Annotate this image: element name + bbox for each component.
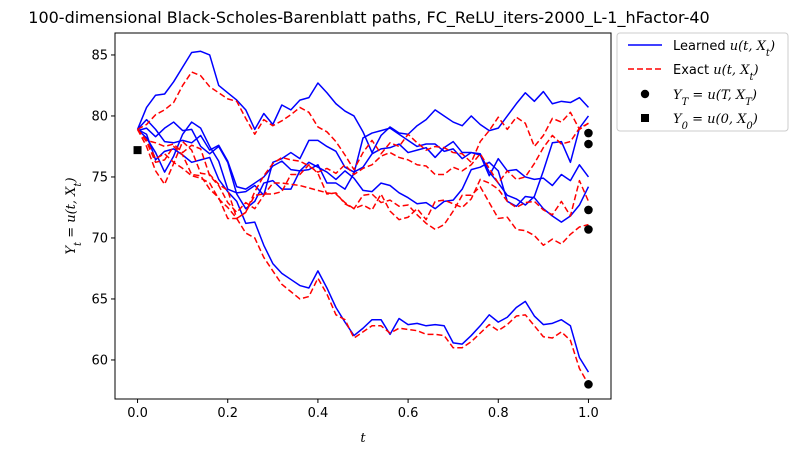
plot-background	[115, 33, 611, 399]
point-markers	[133, 128, 593, 389]
learned-path-1	[136, 50, 590, 154]
legend-initial-marker	[641, 114, 649, 122]
y-axis-label: Yt = u(t, Xt)	[64, 177, 84, 254]
y-axis: 60 65 70 75 80 85	[91, 48, 115, 368]
y-tick-label: 65	[91, 292, 108, 307]
x-axis-label: t	[360, 431, 366, 446]
legend-terminal-label: YT = u(T, XT)	[673, 88, 757, 108]
initial-point	[133, 146, 142, 155]
terminal-point-2	[584, 139, 593, 149]
series-lines	[136, 50, 590, 385]
y-tick-label: 85	[91, 48, 108, 63]
terminal-point-5	[584, 380, 593, 389]
x-tick-label: 1.0	[578, 406, 599, 421]
x-tick-label: 0.4	[308, 406, 329, 421]
learned-path-2	[136, 118, 590, 190]
legend-exact-label: Exact u(t, Xt)	[673, 63, 759, 83]
legend-initial-label: Y0 = u(0, X0)	[673, 112, 758, 132]
exact-path-3	[136, 128, 589, 247]
y-tick-label: 80	[91, 109, 108, 124]
x-tick-label: 0.8	[488, 406, 509, 421]
legend-learned-label: Learned u(t, Xt)	[673, 39, 775, 59]
legend: Learned u(t, Xt) Exact u(t, Xt) YT = u(T…	[616, 32, 789, 132]
terminal-point-4	[584, 225, 593, 234]
plot-area	[114, 32, 612, 400]
y-tick-label: 70	[91, 231, 108, 246]
x-axis: 0.0 0.2 0.4 0.6 0.8 1.0	[127, 399, 599, 421]
exact-path-1	[137, 71, 589, 171]
x-tick-label: 0.2	[217, 406, 238, 421]
exact-path-2	[136, 128, 590, 221]
learned-path-4	[137, 115, 590, 206]
exact-path-4	[136, 122, 589, 220]
x-tick-label: 0.6	[398, 406, 419, 421]
learned-path-5	[137, 128, 590, 373]
legend-terminal-marker	[640, 89, 650, 99]
terminal-point-1	[584, 128, 593, 138]
plot-frame	[114, 32, 612, 400]
legend-box	[616, 32, 789, 132]
y-tick-label: 60	[91, 353, 108, 368]
x-tick-label: 0.0	[127, 406, 148, 421]
exact-path-5	[136, 128, 590, 385]
chart-title: 100-dimensional Black-Scholes-Barenblatt…	[28, 8, 709, 28]
terminal-point-3	[584, 205, 593, 215]
y-tick-label: 75	[91, 170, 108, 185]
